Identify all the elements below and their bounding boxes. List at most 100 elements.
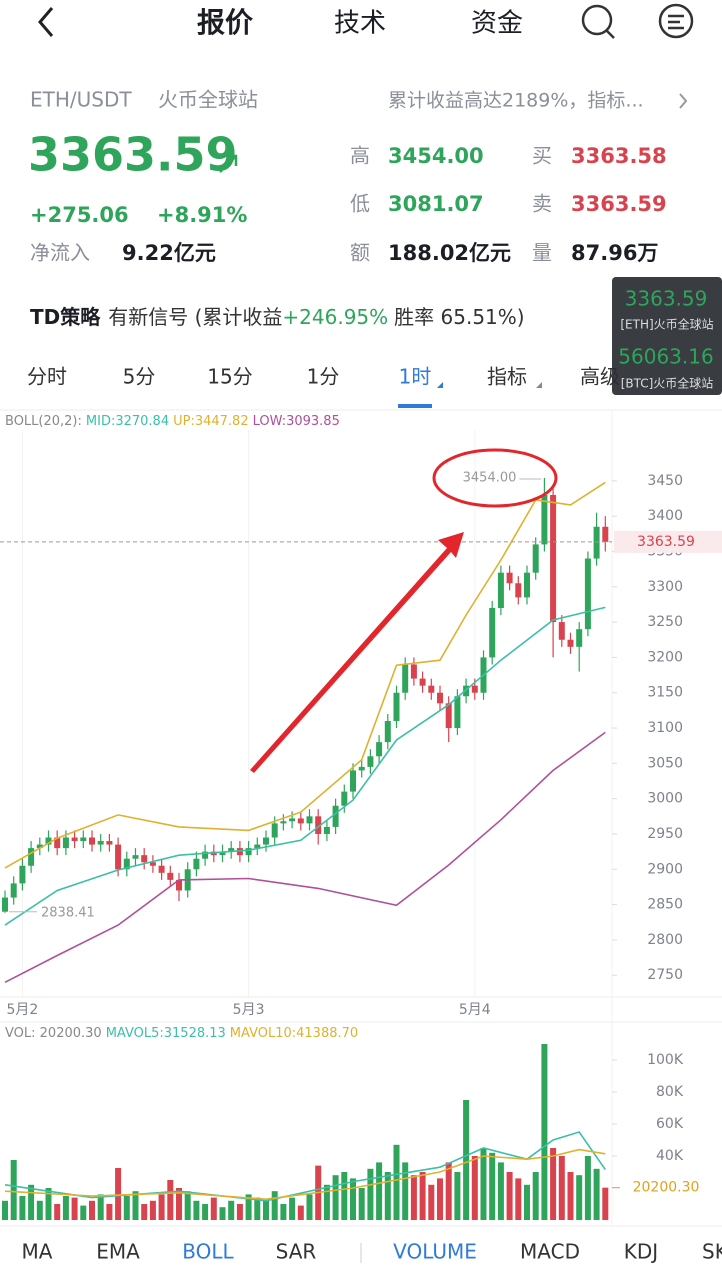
indicator-tab[interactable]: EMA bbox=[96, 1240, 140, 1264]
volume-bar bbox=[36, 1200, 43, 1220]
volume-bar bbox=[376, 1162, 383, 1220]
volume-bar bbox=[497, 1162, 504, 1220]
volume-bar bbox=[210, 1197, 217, 1220]
interval-tab[interactable]: 指标 bbox=[487, 365, 527, 389]
candle-body bbox=[176, 879, 182, 891]
interval-tab[interactable]: 1分 bbox=[307, 365, 340, 389]
candle-body bbox=[236, 848, 243, 856]
menu-icon[interactable] bbox=[658, 3, 694, 39]
stat-value: 3363.59 bbox=[571, 192, 667, 216]
widget-source: [ETH]火币全球站 bbox=[620, 317, 713, 332]
low-annotation: 2838.41 bbox=[41, 905, 95, 920]
y-tick-label: 40K bbox=[656, 1148, 684, 1164]
candle-body bbox=[358, 766, 365, 771]
volume-bar bbox=[323, 1184, 330, 1220]
promo[interactable]: 累计收益高达2189%，指标... bbox=[388, 90, 644, 112]
volume-bar bbox=[167, 1180, 174, 1220]
indicator-tab-active[interactable]: VOLUME bbox=[393, 1240, 477, 1264]
interval-tab[interactable]: 15分 bbox=[207, 365, 252, 389]
indicator-tab[interactable]: MA bbox=[22, 1240, 53, 1264]
candle-body bbox=[515, 583, 522, 598]
volume-bar bbox=[463, 1100, 470, 1220]
candle-body bbox=[506, 572, 513, 584]
candle-body bbox=[445, 703, 452, 729]
candle-body bbox=[115, 844, 122, 870]
interval-tab[interactable]: 5分 bbox=[123, 365, 156, 389]
candle-body bbox=[271, 823, 278, 838]
volume-bar bbox=[593, 1168, 600, 1220]
interval-tab-active[interactable]: 1时 bbox=[399, 365, 432, 389]
y-tick-label: 2750 bbox=[647, 967, 683, 983]
nav-tab[interactable]: 技术 bbox=[334, 9, 386, 39]
promo-arrow[interactable] bbox=[679, 93, 688, 109]
candle-body bbox=[558, 622, 565, 640]
candle-body bbox=[71, 837, 78, 842]
legend: BOLL(20,2): MID:3270.84 UP:3447.82 LOW:3093… bbox=[5, 414, 340, 429]
volume-bar bbox=[10, 1160, 17, 1220]
candle-body bbox=[350, 770, 356, 792]
candle-body bbox=[315, 816, 322, 834]
candle-body bbox=[384, 720, 391, 743]
candle-body bbox=[89, 837, 95, 845]
price-widget[interactable] bbox=[612, 277, 722, 395]
volume-bar bbox=[524, 1184, 530, 1220]
volume-bar bbox=[402, 1162, 409, 1220]
volume-bar bbox=[506, 1172, 513, 1220]
candle-body bbox=[123, 858, 130, 870]
nav-tab[interactable]: 报价 bbox=[197, 6, 254, 39]
stat-value: 3081.07 bbox=[388, 192, 484, 216]
volume-bar bbox=[550, 1148, 557, 1220]
y-tick-label: 3150 bbox=[647, 685, 683, 701]
stat-value: 3454.00 bbox=[388, 144, 484, 168]
dropdown-caret bbox=[536, 382, 542, 388]
candle-body bbox=[471, 685, 478, 693]
legend: VOL: 20200.30 MAVOL5:31528.13 MAVOL10:4138… bbox=[5, 1026, 358, 1041]
stat-value: 188.02亿元 bbox=[388, 241, 511, 265]
indicator-tab[interactable]: MACD bbox=[520, 1240, 580, 1264]
candle-body bbox=[584, 558, 591, 630]
search-icon[interactable] bbox=[581, 4, 615, 39]
volume-bar bbox=[158, 1194, 165, 1220]
candle-body bbox=[132, 855, 139, 859]
indicator-line bbox=[4, 1131, 606, 1202]
volume-bar bbox=[289, 1197, 296, 1220]
volume-bar bbox=[123, 1196, 130, 1220]
volume-bar bbox=[428, 1184, 435, 1220]
y-tick-label: 3450 bbox=[647, 473, 683, 489]
interval-tab[interactable]: 分时 bbox=[27, 365, 67, 389]
legend-entry: LOW:3093.85 bbox=[253, 414, 340, 429]
indicator-tab[interactable]: KDJ bbox=[624, 1240, 658, 1264]
strategy[interactable]: TD策略 有新信号 (累计收益+246.95% 胜率 65.51%) bbox=[30, 305, 525, 329]
y-tick-label: 60K bbox=[656, 1116, 684, 1132]
volume-bar bbox=[297, 1205, 304, 1220]
candle-body bbox=[567, 639, 574, 647]
candle-body bbox=[297, 818, 304, 824]
indicator-tab[interactable]: SAR bbox=[276, 1240, 317, 1264]
candle-body bbox=[428, 685, 435, 693]
back-icon[interactable] bbox=[38, 7, 54, 37]
highlight-arrow bbox=[250, 532, 464, 773]
candle-body bbox=[463, 685, 470, 697]
candle-body bbox=[332, 805, 339, 827]
volume-bar bbox=[367, 1168, 374, 1220]
volume-bar bbox=[2, 1200, 8, 1220]
candle-body bbox=[202, 851, 209, 859]
candle-body bbox=[602, 526, 609, 542]
candle-body bbox=[489, 607, 496, 658]
candle-body bbox=[10, 883, 17, 898]
candle-body bbox=[2, 897, 8, 912]
volume-bar bbox=[602, 1187, 609, 1220]
strategy-gain: +246.95% bbox=[282, 305, 388, 329]
pair: ETH/USDT bbox=[30, 88, 132, 112]
x-tick-label: 5月4 bbox=[459, 1002, 491, 1018]
indicator-tab-active[interactable]: BOLL bbox=[182, 1240, 234, 1264]
plot: 2750 2800 2850 2900 2950 3000 3050 3100 3150 3200… bbox=[0, 414, 722, 1220]
legend-title: VOL: 20200.30 bbox=[5, 1026, 102, 1041]
up-arrow bbox=[219, 154, 238, 173]
stat-label: 低 bbox=[350, 192, 370, 216]
candle-body bbox=[454, 696, 461, 729]
volume-bar bbox=[202, 1204, 209, 1220]
indicator-tab[interactable]: SK bbox=[702, 1240, 722, 1264]
nav-tab[interactable]: 资金 bbox=[471, 9, 523, 39]
exchange: 火币全球站 bbox=[158, 88, 258, 112]
